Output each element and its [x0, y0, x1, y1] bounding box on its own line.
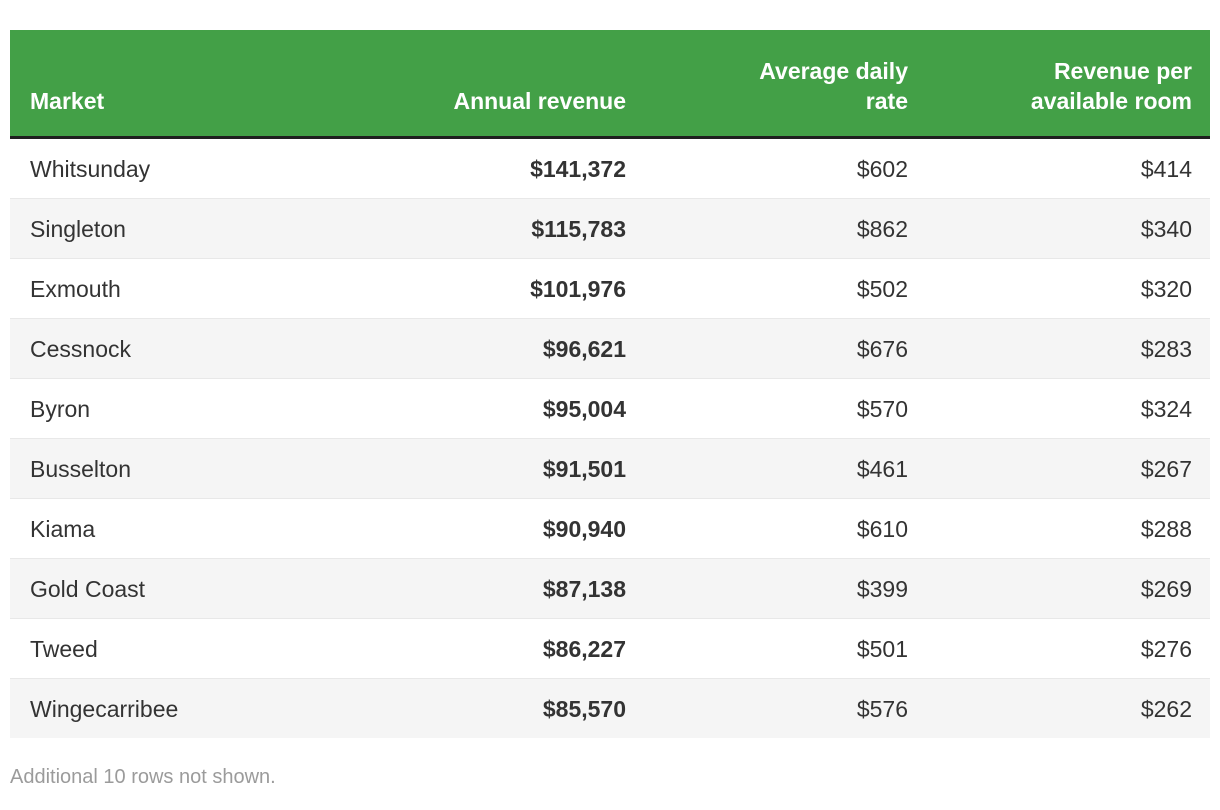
average-daily-rate-cell: $461	[644, 438, 926, 499]
revpar-cell: $262	[926, 678, 1210, 738]
table-row: Busselton $91,501 $461 $267	[10, 438, 1210, 499]
table-row: Kiama $90,940 $610 $288	[10, 498, 1210, 559]
column-header-average-daily-rate-label: Average daily rate	[759, 58, 908, 114]
average-daily-rate-cell: $576	[644, 678, 926, 738]
table-row: Singleton $115,783 $862 $340	[10, 198, 1210, 259]
revpar-cell: $320	[926, 258, 1210, 319]
revpar-cell: $340	[926, 198, 1210, 259]
average-daily-rate-cell: $399	[644, 558, 926, 619]
table-row: Tweed $86,227 $501 $276	[10, 618, 1210, 679]
average-daily-rate-cell: $676	[644, 318, 926, 379]
annual-revenue-cell: $141,372	[530, 156, 626, 182]
page: Market Annual revenue Average daily rate…	[10, 30, 1210, 788]
column-header-revpar: Revenue per available room	[926, 30, 1210, 139]
revpar-cell: $269	[926, 558, 1210, 619]
market-cell: Byron	[10, 378, 320, 439]
column-header-market-label: Market	[30, 88, 105, 114]
column-header-annual-revenue: Annual revenue	[320, 30, 644, 139]
market-cell: Tweed	[10, 618, 320, 679]
annual-revenue-cell: $90,940	[320, 498, 644, 559]
table-header: Market Annual revenue Average daily rate…	[10, 30, 1210, 139]
annual-revenue-cell: $95,004	[320, 378, 644, 439]
market-cell: Singleton	[10, 198, 320, 259]
revpar-cell: $324	[926, 378, 1210, 439]
market-cell: Exmouth	[10, 258, 320, 319]
revpar-cell: $414	[1140, 156, 1192, 182]
market-cell: Kiama	[10, 498, 320, 559]
revpar-cell: $283	[926, 318, 1210, 379]
revpar-cell: $288	[926, 498, 1210, 559]
table-row: Gold Coast $87,138 $399 $269	[10, 558, 1210, 619]
column-header-average-daily-rate: Average daily rate	[644, 30, 926, 139]
column-header-annual-revenue-label: Annual revenue	[453, 88, 626, 114]
table-row: Byron $95,004 $570 $324	[10, 378, 1210, 439]
column-header-revpar-label: Revenue per available room	[1030, 58, 1192, 114]
annual-revenue-cell: $87,138	[320, 558, 644, 619]
annual-revenue-cell: $85,570	[320, 678, 644, 738]
market-cell: Wingecarribee	[10, 678, 320, 738]
table-row: Exmouth $101,976 $502 $320	[10, 258, 1210, 319]
additional-rows-note: Additional 10 rows not shown.	[10, 766, 276, 788]
markets-table: Market Annual revenue Average daily rate…	[10, 30, 1210, 738]
annual-revenue-cell: $115,783	[320, 198, 644, 259]
market-cell: Busselton	[10, 438, 320, 499]
column-header-market: Market	[10, 30, 320, 139]
average-daily-rate-cell: $610	[644, 498, 926, 559]
annual-revenue-cell: $86,227	[320, 618, 644, 679]
average-daily-rate-cell: $862	[644, 198, 926, 259]
annual-revenue-cell: $91,501	[320, 438, 644, 499]
revpar-cell: $276	[926, 618, 1210, 679]
table-row: Whitsunday $141,372 $602 $414	[10, 138, 1210, 199]
average-daily-rate-cell: $501	[644, 618, 926, 679]
market-cell: Cessnock	[10, 318, 320, 379]
average-daily-rate-cell: $570	[644, 378, 926, 439]
average-daily-rate-cell: $602	[856, 156, 908, 182]
average-daily-rate-cell: $502	[644, 258, 926, 319]
market-cell: Gold Coast	[10, 558, 320, 619]
revpar-cell: $267	[926, 438, 1210, 499]
header-row: Market Annual revenue Average daily rate…	[10, 30, 1210, 139]
market-cell: Whitsunday	[30, 156, 151, 182]
table-body: Whitsunday $141,372 $602 $414 Singleton …	[10, 138, 1210, 738]
table-row: Wingecarribee $85,570 $576 $262	[10, 678, 1210, 738]
table-row: Cessnock $96,621 $676 $283	[10, 318, 1210, 379]
annual-revenue-cell: $101,976	[320, 258, 644, 319]
annual-revenue-cell: $96,621	[320, 318, 644, 379]
